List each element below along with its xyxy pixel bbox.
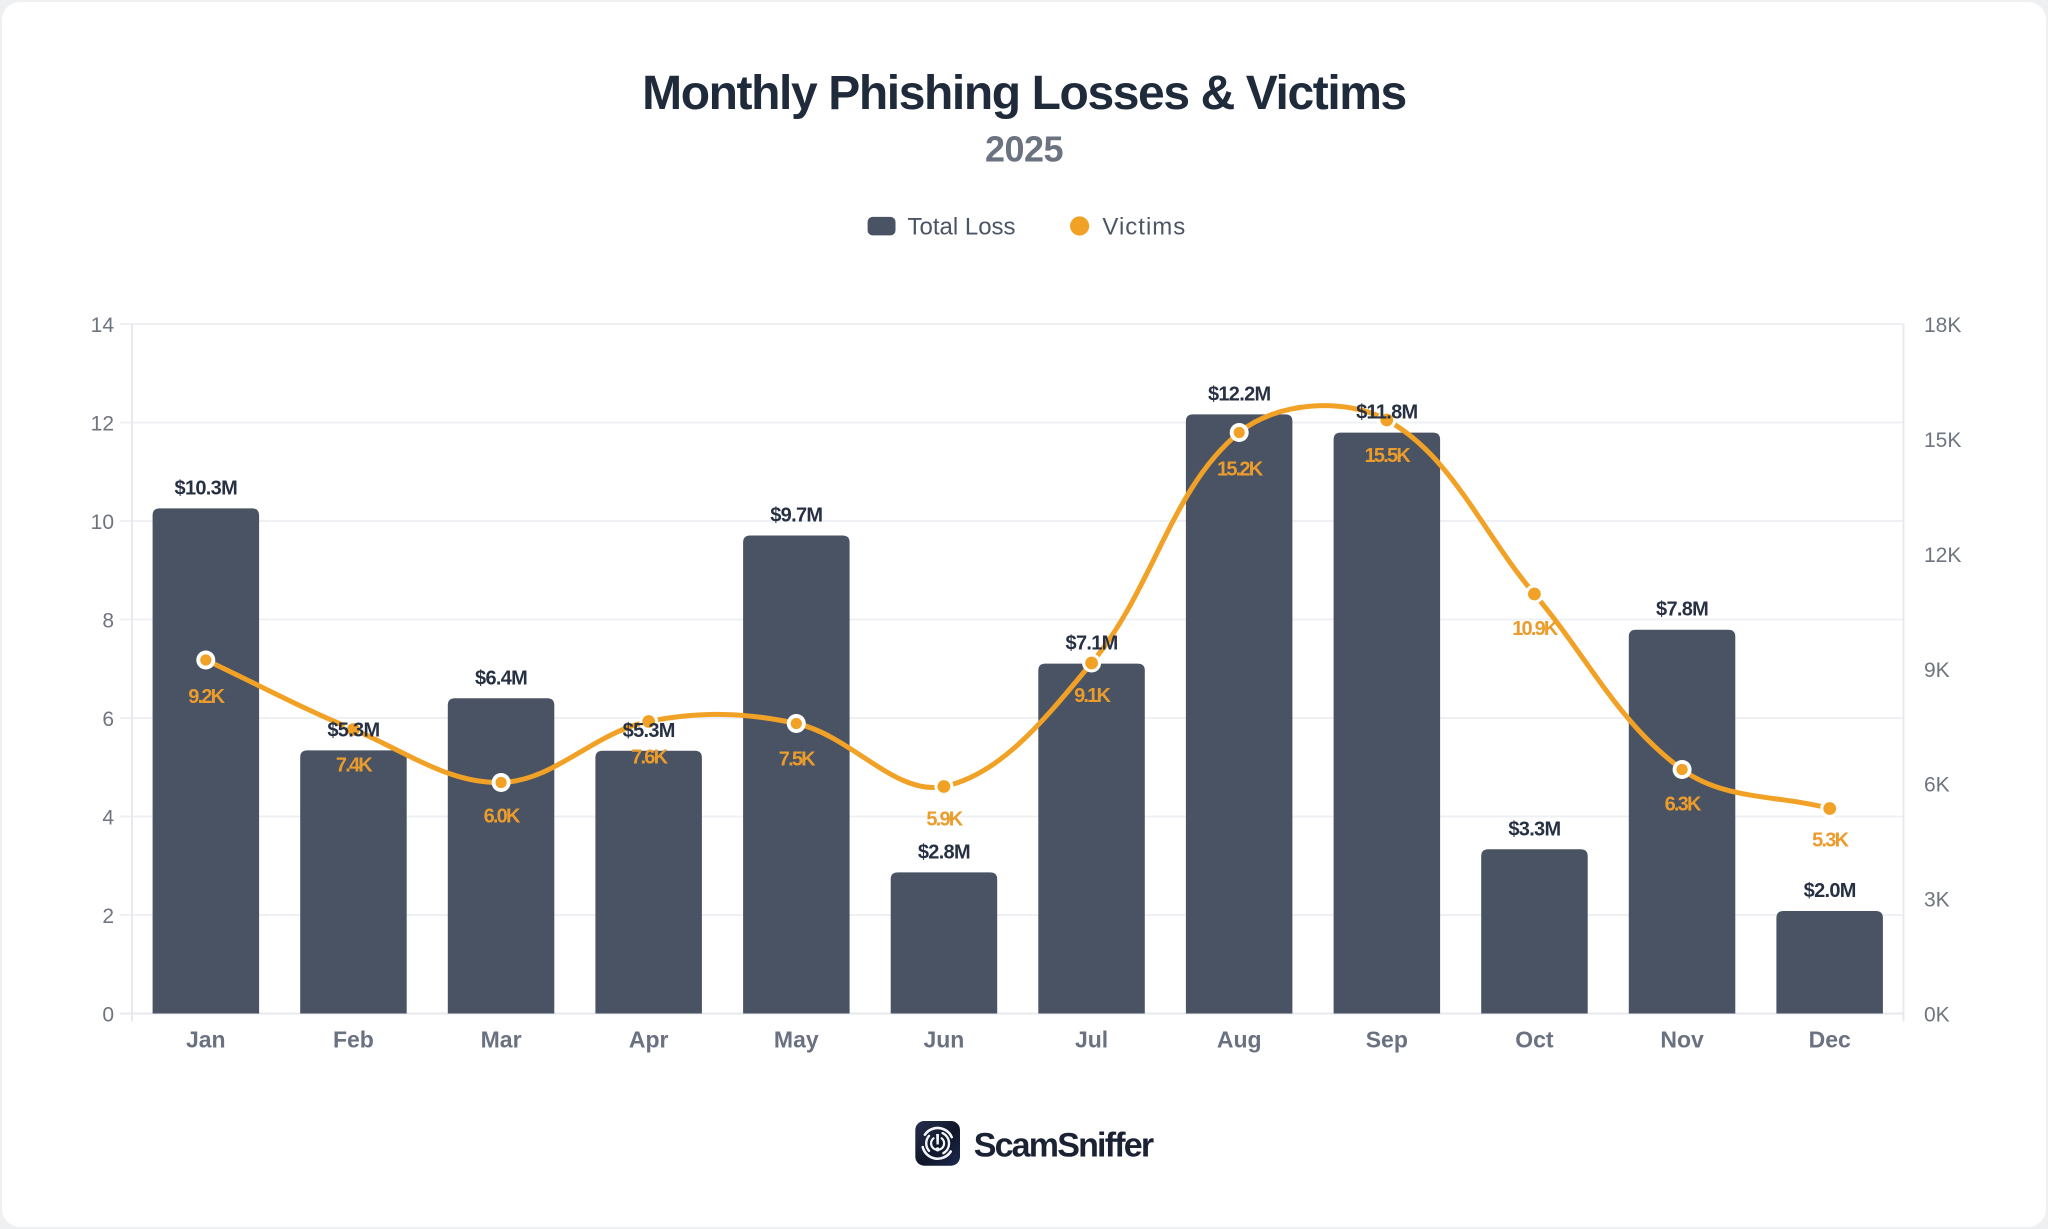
svg-text:6K: 6K: [1924, 774, 1950, 797]
svg-text:9.1K: 9.1K: [1074, 685, 1111, 707]
svg-text:0K: 0K: [1924, 1004, 1950, 1027]
svg-text:$10.3M: $10.3M: [175, 477, 238, 499]
svg-text:5.9K: 5.9K: [926, 809, 963, 831]
svg-text:7.5K: 7.5K: [779, 749, 816, 771]
svg-text:7.4K: 7.4K: [336, 755, 373, 777]
svg-text:$7.8M: $7.8M: [1656, 599, 1708, 621]
svg-text:$2.0M: $2.0M: [1804, 880, 1856, 902]
svg-text:7.6K: 7.6K: [631, 747, 668, 769]
svg-text:14: 14: [91, 314, 115, 337]
svg-text:$6.4M: $6.4M: [475, 667, 527, 689]
svg-text:2: 2: [102, 905, 114, 928]
svg-text:$5.3M: $5.3M: [327, 719, 379, 741]
svg-text:12: 12: [91, 413, 114, 436]
svg-text:8: 8: [102, 610, 114, 633]
svg-text:3K: 3K: [1924, 889, 1950, 912]
svg-text:9.2K: 9.2K: [188, 686, 225, 708]
svg-text:18K: 18K: [1924, 314, 1961, 337]
svg-text:15K: 15K: [1924, 429, 1961, 452]
svg-text:12K: 12K: [1924, 544, 1961, 567]
svg-text:Apr: Apr: [629, 1027, 669, 1053]
svg-text:Monthly Phishing Losses & Vict: Monthly Phishing Losses & Victims: [642, 67, 1406, 120]
svg-text:6.0K: 6.0K: [484, 806, 521, 828]
svg-text:Jan: Jan: [186, 1027, 226, 1053]
svg-text:ScamSniffer: ScamSniffer: [974, 1127, 1154, 1165]
svg-text:9K: 9K: [1924, 659, 1950, 682]
svg-text:Jun: Jun: [923, 1027, 964, 1053]
svg-text:5.3K: 5.3K: [1812, 830, 1849, 852]
svg-text:6: 6: [102, 708, 114, 731]
svg-text:$11.8M: $11.8M: [1356, 402, 1417, 424]
svg-text:$3.3M: $3.3M: [1508, 818, 1560, 840]
svg-text:Nov: Nov: [1660, 1027, 1704, 1053]
svg-text:$2.8M: $2.8M: [918, 841, 970, 863]
svg-text:2025: 2025: [985, 129, 1064, 170]
svg-text:Feb: Feb: [333, 1027, 374, 1053]
svg-text:10.9K: 10.9K: [1512, 618, 1559, 640]
svg-text:15.5K: 15.5K: [1365, 445, 1412, 467]
svg-text:Mar: Mar: [481, 1027, 522, 1053]
svg-text:Dec: Dec: [1809, 1027, 1851, 1053]
svg-text:10: 10: [91, 511, 114, 534]
svg-text:15.2K: 15.2K: [1217, 459, 1264, 481]
svg-text:Sep: Sep: [1366, 1027, 1408, 1053]
svg-text:Oct: Oct: [1515, 1027, 1554, 1053]
svg-text:Aug: Aug: [1217, 1027, 1262, 1053]
svg-text:$9.7M: $9.7M: [770, 505, 822, 527]
svg-text:Total Loss: Total Loss: [908, 213, 1016, 240]
svg-text:May: May: [774, 1027, 819, 1053]
svg-text:4: 4: [102, 807, 114, 830]
svg-text:Victims: Victims: [1102, 213, 1186, 240]
svg-text:6.3K: 6.3K: [1665, 794, 1702, 816]
svg-text:$7.1M: $7.1M: [1066, 633, 1118, 655]
svg-text:Jul: Jul: [1075, 1027, 1108, 1053]
svg-text:$12.2M: $12.2M: [1208, 383, 1271, 405]
svg-text:0: 0: [102, 1004, 114, 1027]
svg-text:$5.3M: $5.3M: [623, 720, 675, 742]
